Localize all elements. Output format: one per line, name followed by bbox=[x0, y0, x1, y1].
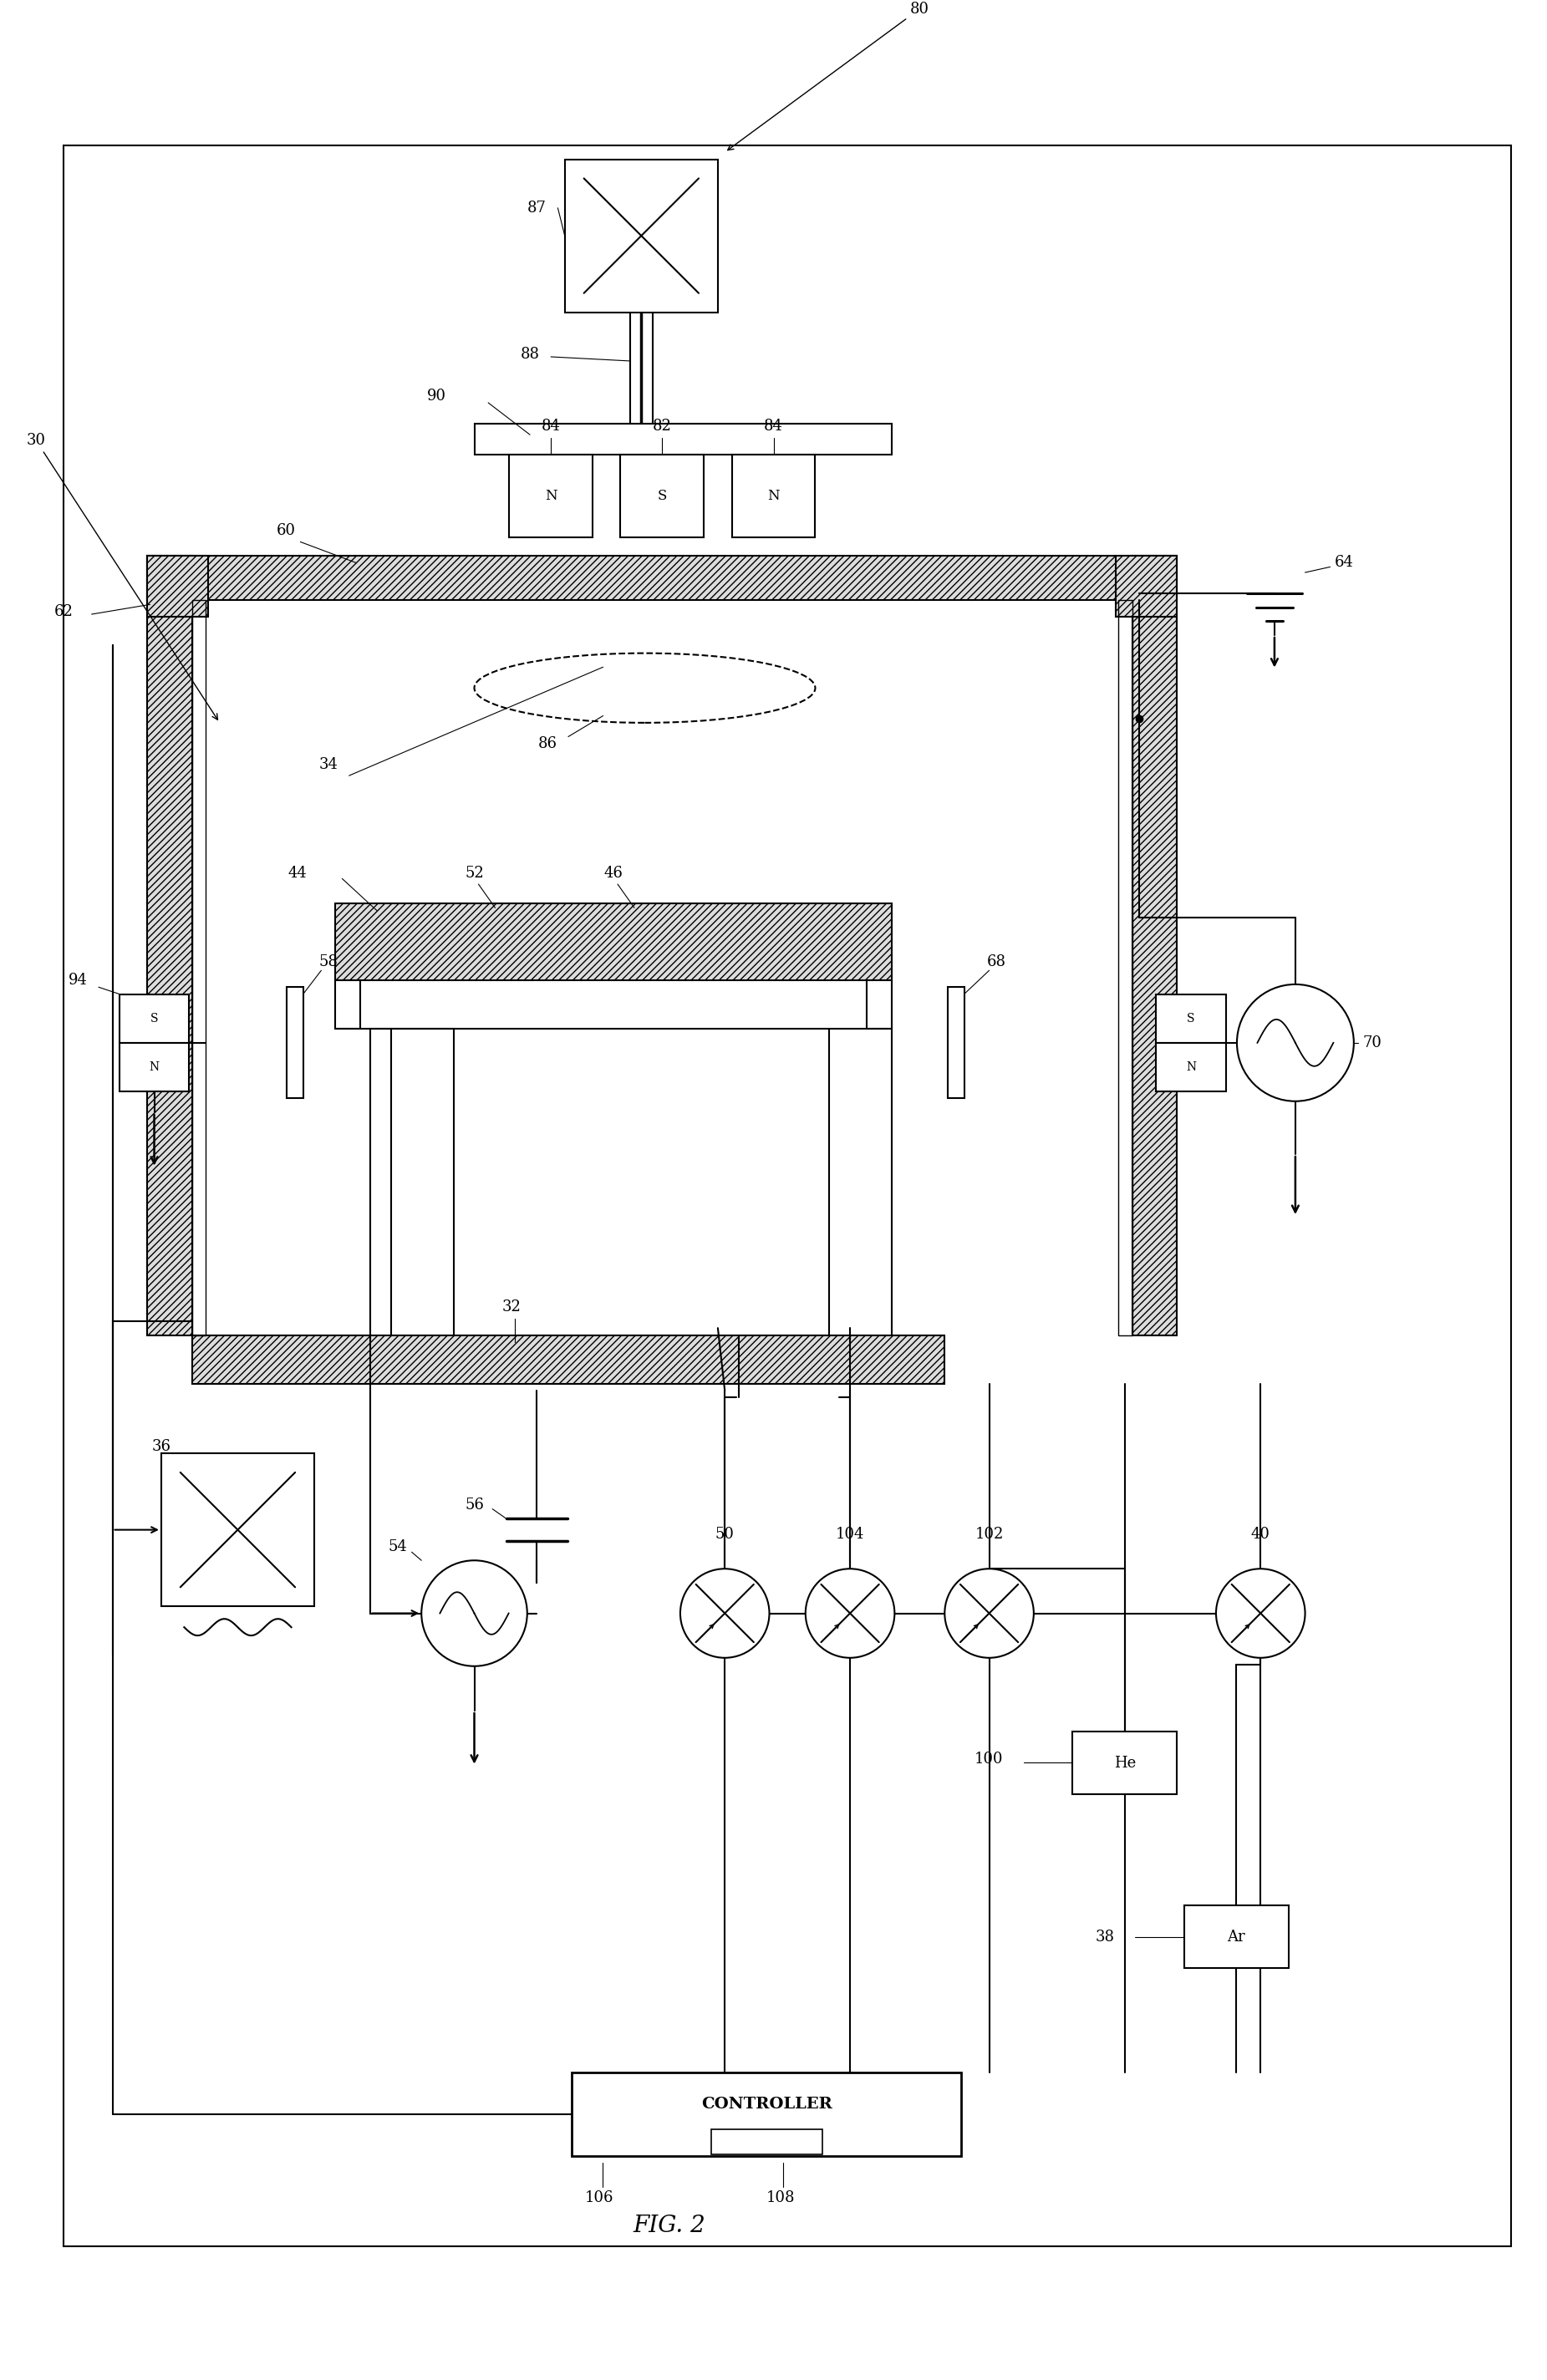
Text: 104: 104 bbox=[835, 1526, 865, 1542]
Text: 90: 90 bbox=[427, 388, 447, 402]
Text: 36: 36 bbox=[152, 1440, 170, 1454]
Text: N: N bbox=[1187, 1061, 1196, 1073]
Bar bbox=[475, 424, 891, 455]
Text: 38: 38 bbox=[1095, 1930, 1114, 1944]
Bar bbox=[1132, 557, 1177, 1335]
Bar bbox=[1156, 995, 1225, 1042]
Text: 30: 30 bbox=[26, 433, 218, 719]
Text: 64: 64 bbox=[1335, 555, 1354, 571]
Text: 88: 88 bbox=[520, 347, 540, 362]
Text: 102: 102 bbox=[975, 1526, 1004, 1542]
Text: S: S bbox=[150, 1011, 158, 1023]
Text: 84: 84 bbox=[541, 419, 560, 433]
Bar bbox=[286, 988, 303, 1100]
Bar bbox=[147, 557, 192, 1335]
Bar bbox=[336, 981, 360, 1028]
Text: 40: 40 bbox=[1252, 1526, 1270, 1542]
Bar bbox=[192, 600, 206, 1335]
Text: 82: 82 bbox=[653, 419, 671, 433]
Bar bbox=[1115, 557, 1177, 616]
Text: Ar: Ar bbox=[1227, 1930, 1245, 1944]
Circle shape bbox=[681, 1568, 769, 1659]
Text: 106: 106 bbox=[585, 2190, 614, 2206]
Text: 54: 54 bbox=[388, 1540, 407, 1554]
Circle shape bbox=[806, 1568, 894, 1659]
Bar bbox=[620, 455, 704, 538]
Circle shape bbox=[1238, 985, 1354, 1102]
Text: 32: 32 bbox=[503, 1299, 521, 1314]
Text: CONTROLLER: CONTROLLER bbox=[701, 2097, 832, 2111]
Bar bbox=[1156, 1042, 1225, 1092]
Text: 100: 100 bbox=[975, 1752, 1002, 1766]
Text: N: N bbox=[767, 488, 780, 502]
Bar bbox=[147, 557, 209, 616]
Bar bbox=[866, 981, 891, 1028]
Text: N: N bbox=[149, 1061, 159, 1073]
Text: 50: 50 bbox=[715, 1526, 735, 1542]
Text: 86: 86 bbox=[538, 735, 557, 752]
Text: 68: 68 bbox=[987, 954, 1006, 969]
Bar bbox=[119, 1042, 189, 1092]
Text: 46: 46 bbox=[603, 866, 623, 881]
Text: He: He bbox=[1114, 1756, 1135, 1771]
Bar bbox=[161, 1454, 314, 1606]
Text: 108: 108 bbox=[766, 2190, 795, 2206]
Text: 60: 60 bbox=[277, 524, 295, 538]
Text: 70: 70 bbox=[1363, 1035, 1381, 1050]
Text: 84: 84 bbox=[764, 419, 783, 433]
Bar bbox=[732, 455, 815, 538]
Bar bbox=[1183, 1906, 1289, 1968]
Bar bbox=[192, 1335, 945, 1383]
Bar bbox=[1118, 600, 1132, 1335]
Bar bbox=[509, 455, 593, 538]
Text: 44: 44 bbox=[288, 866, 308, 881]
Text: 94: 94 bbox=[68, 973, 87, 988]
Text: FIG. 2: FIG. 2 bbox=[633, 2213, 705, 2237]
Text: N: N bbox=[545, 488, 557, 502]
Text: 56: 56 bbox=[464, 1497, 484, 1511]
Text: 34: 34 bbox=[319, 757, 337, 771]
Bar bbox=[565, 159, 718, 312]
Bar bbox=[1072, 1733, 1177, 1795]
Text: 87: 87 bbox=[528, 200, 546, 217]
Bar bbox=[572, 2073, 961, 2156]
Bar bbox=[63, 145, 1511, 2247]
Circle shape bbox=[945, 1568, 1033, 1659]
Bar bbox=[947, 988, 964, 1100]
Text: 58: 58 bbox=[319, 954, 337, 969]
Circle shape bbox=[1216, 1568, 1306, 1659]
Text: S: S bbox=[1187, 1011, 1194, 1023]
Bar bbox=[336, 904, 891, 981]
Circle shape bbox=[421, 1561, 528, 1666]
Text: 52: 52 bbox=[464, 866, 484, 881]
Bar bbox=[119, 995, 189, 1042]
Text: S: S bbox=[657, 488, 667, 502]
Text: 80: 80 bbox=[727, 2, 930, 150]
Text: 62: 62 bbox=[54, 605, 73, 619]
Bar bbox=[712, 2130, 821, 2154]
Bar bbox=[147, 557, 1177, 600]
